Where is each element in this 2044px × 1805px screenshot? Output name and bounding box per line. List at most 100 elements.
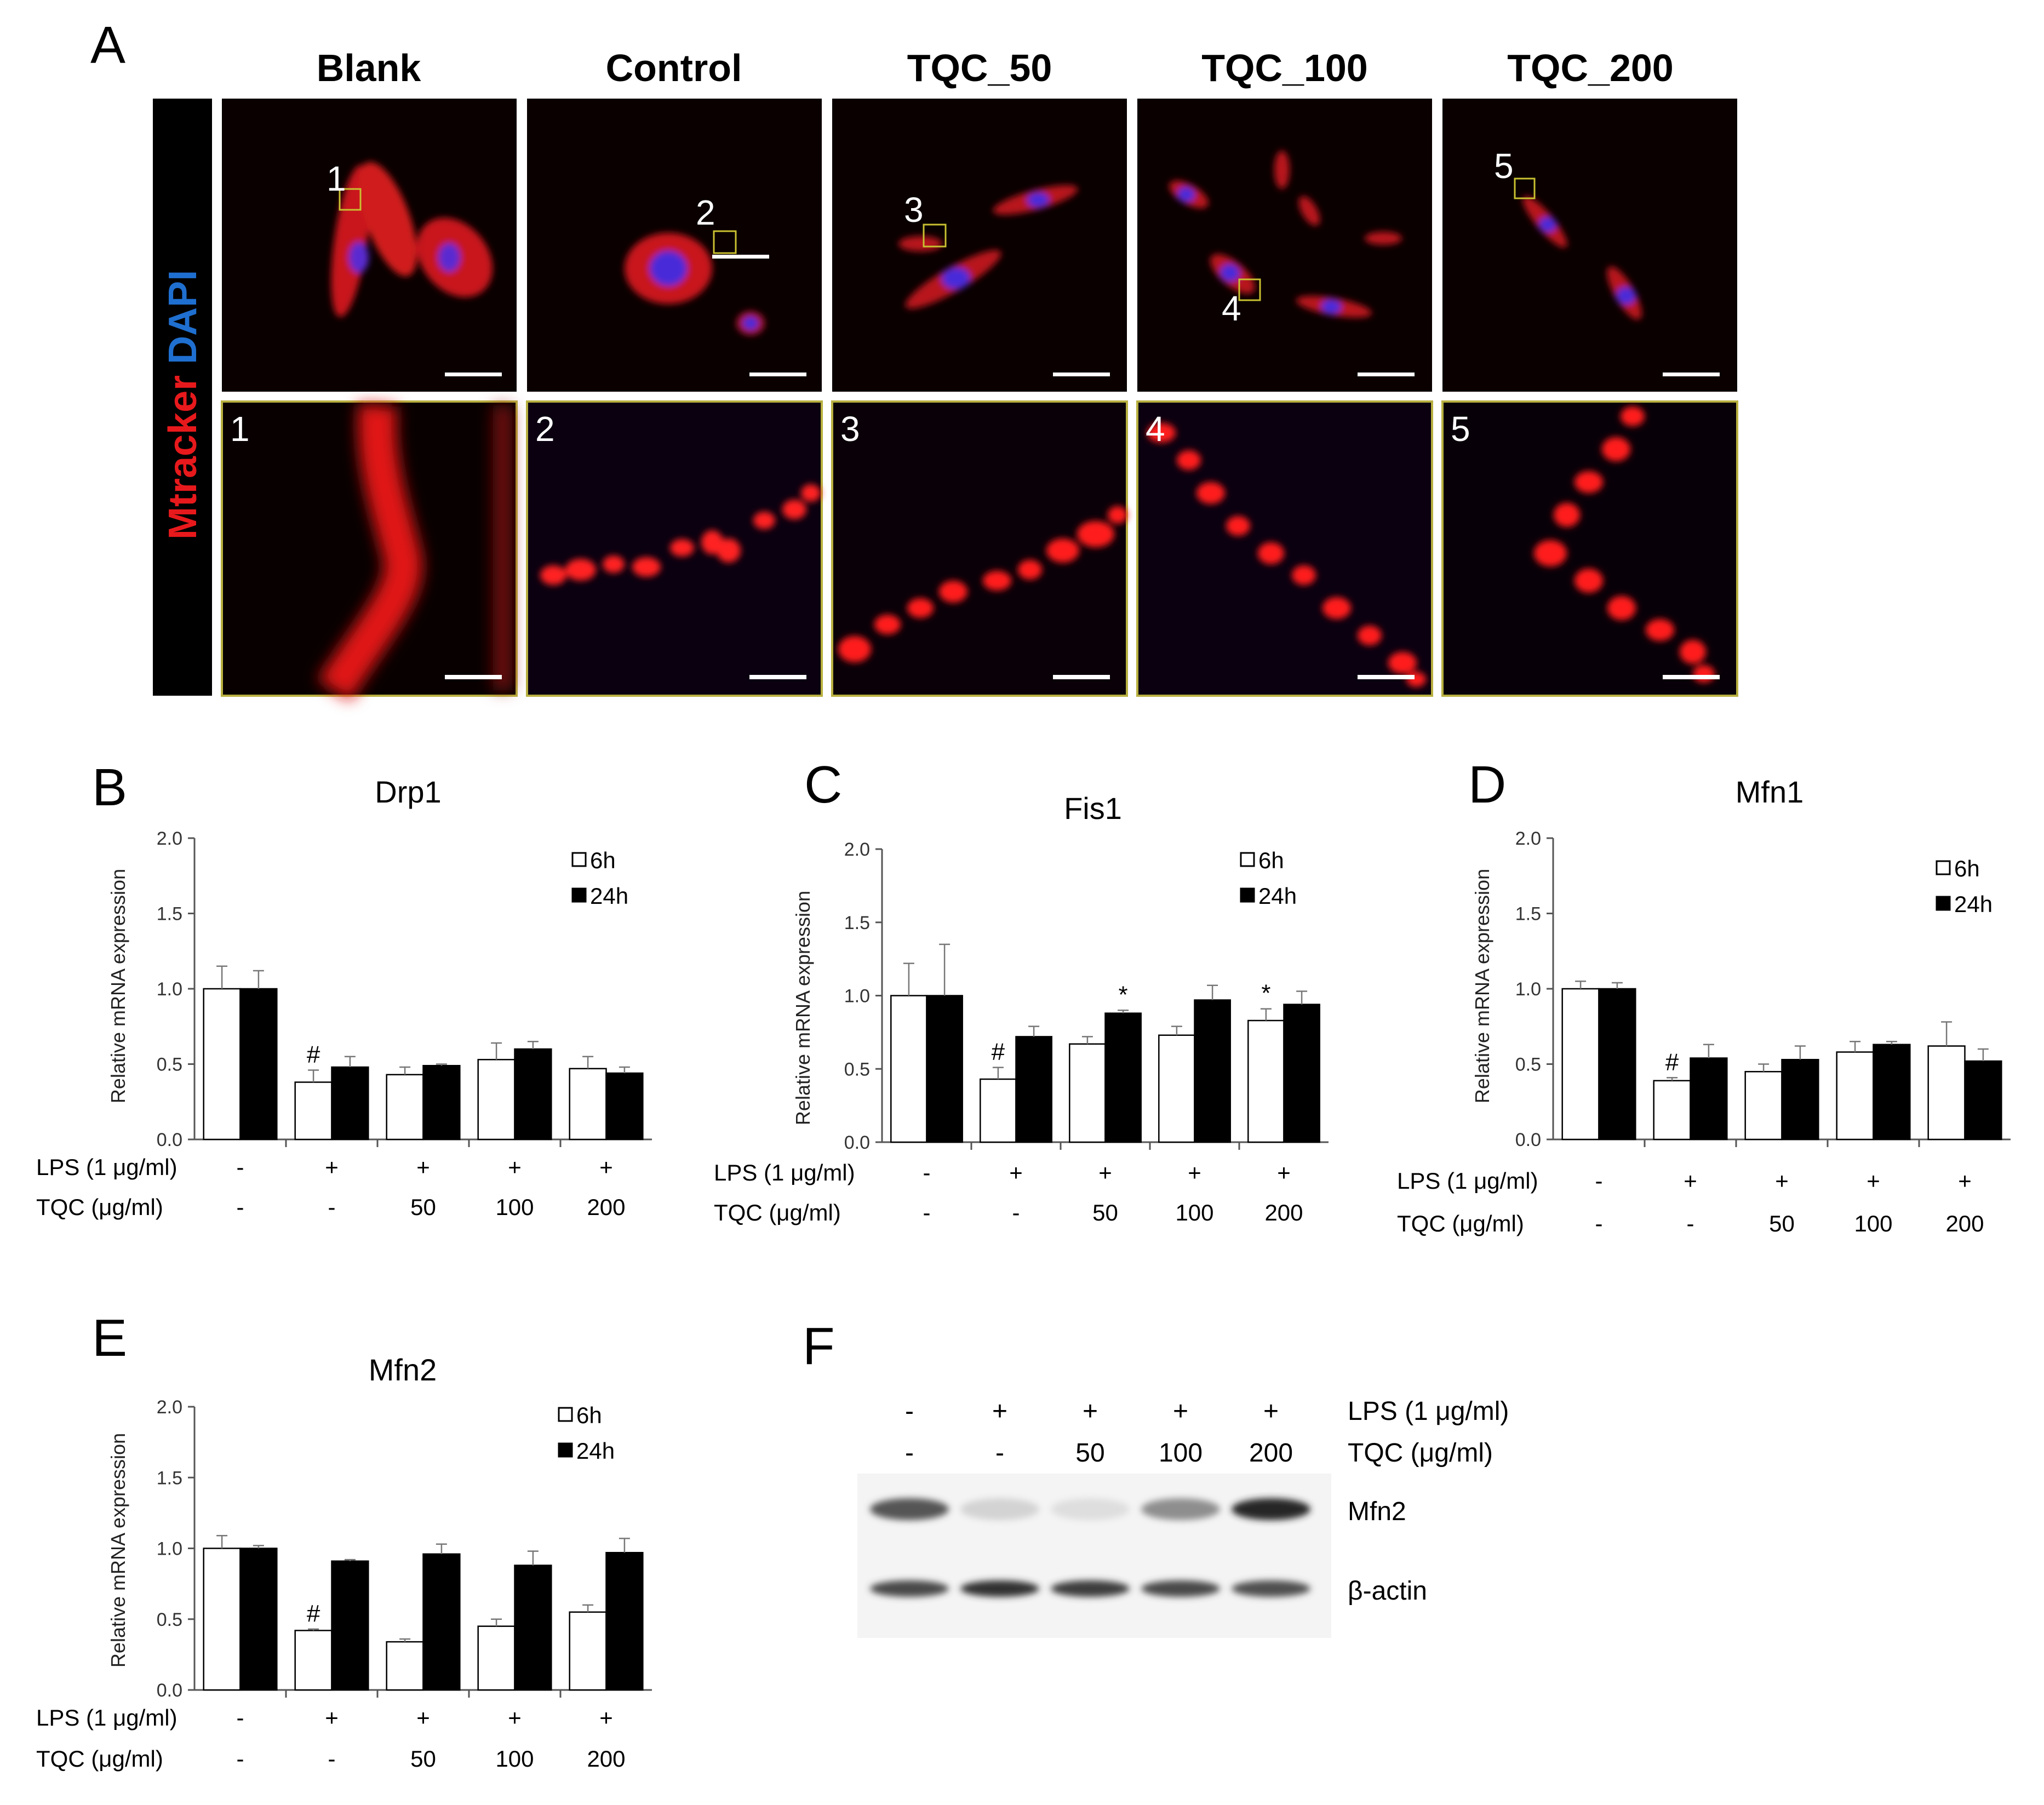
significance-mark: # — [992, 1039, 1005, 1065]
lps-value: + — [508, 1705, 522, 1730]
bar-6h — [1561, 988, 1600, 1141]
scale-bar — [1053, 373, 1110, 376]
blot-lps-value: + — [1173, 1397, 1188, 1426]
tqc-value: 200 — [587, 1194, 625, 1220]
micrograph-row-overview: 1 2 3 — [222, 99, 1737, 392]
blot-tqc-value: - — [905, 1439, 914, 1468]
column-title-blank: Blank — [317, 47, 421, 89]
y-tick-label: 2.0 — [1515, 828, 1541, 849]
tqc-row-label: TQC (μg/ml) — [1397, 1211, 1524, 1236]
lps-value: + — [325, 1154, 339, 1180]
y-axis-label: Relative mRNA expression — [107, 1433, 129, 1668]
bar-6h — [294, 1630, 333, 1691]
tqc-value: - — [923, 1200, 931, 1225]
legend-label-6h: 6h — [1954, 856, 1980, 881]
bar-6h — [203, 988, 241, 1141]
lps-row-label: LPS (1 μg/ml) — [714, 1160, 855, 1185]
tqc-value: 50 — [410, 1746, 436, 1772]
y-tick-label: 1.0 — [157, 979, 182, 1000]
roi-box-1 — [339, 188, 362, 211]
lps-value: + — [325, 1705, 339, 1730]
roi-box-4 — [1238, 278, 1261, 301]
roi-box-3 — [923, 224, 947, 248]
panel-letter: E — [92, 1309, 127, 1367]
scale-bar — [445, 373, 502, 376]
blot-tqc-value: - — [995, 1439, 1004, 1468]
y-tick-label: 0.5 — [844, 1059, 870, 1080]
bar-6h — [1927, 1045, 1966, 1141]
column-title-tqc50: TQC_50 — [907, 47, 1052, 89]
zoom-inset-3 — [831, 400, 1128, 697]
roi-label-2: 2 — [696, 193, 715, 232]
blot-lps-value: - — [905, 1397, 914, 1426]
bar-24h — [514, 1048, 552, 1141]
y-tick-label: 2.0 — [157, 1397, 182, 1418]
legend-swatch-24h — [571, 887, 587, 903]
y-tick-label: 1.0 — [844, 986, 870, 1007]
y-tick-label: 0.0 — [157, 1130, 182, 1150]
tqc-value: - — [1012, 1200, 1020, 1225]
y-axis-label: Relative mRNA expression — [1471, 869, 1493, 1103]
chart-fis1: C Fis1 Relative mRNA expression 0.0 0.5 1.0 1.… — [714, 755, 1329, 1225]
bar-6h — [386, 1074, 424, 1141]
tqc-value: - — [328, 1746, 336, 1772]
y-tick-label: 1.5 — [157, 1468, 182, 1488]
roi-box-2 — [713, 230, 737, 254]
legend-label-6h: 6h — [590, 847, 616, 873]
bar-6h — [569, 1068, 607, 1141]
legend-label-24h: 24h — [590, 883, 628, 909]
y-tick-label: 0.5 — [157, 1609, 182, 1630]
y-tick-label: 0.0 — [844, 1132, 870, 1153]
tqc-value: 100 — [495, 1194, 534, 1220]
tqc-row-label: TQC (μg/ml) — [714, 1200, 841, 1225]
significance-mark: # — [307, 1041, 320, 1068]
y-tick-label: 1.0 — [157, 1539, 182, 1560]
scale-bar — [712, 255, 769, 259]
blot-band-β-actin — [1232, 1580, 1310, 1597]
bar-6h — [1836, 1051, 1874, 1141]
scale-bar — [749, 675, 806, 679]
y-tick-label: 0.5 — [1515, 1055, 1541, 1075]
column-title-tqc100: TQC_100 — [1201, 47, 1367, 89]
western-blot — [857, 1474, 1331, 1638]
y-tick-label: 2.0 — [844, 839, 870, 860]
zoom-label-4: 4 — [1146, 409, 1165, 449]
lps-value: + — [1098, 1160, 1112, 1185]
lps-value: + — [1775, 1168, 1789, 1194]
lps-value: + — [508, 1154, 522, 1180]
roi-label-5: 5 — [1494, 146, 1514, 186]
bar-6h — [1069, 1043, 1106, 1143]
bar-6h — [980, 1078, 1017, 1143]
micrograph-tqc200 — [1442, 99, 1737, 392]
blot-tqc-label: TQC (μg/ml) — [1348, 1439, 1493, 1468]
legend-label-24h: 24h — [1258, 883, 1297, 909]
blot-band-Mfn2 — [1232, 1498, 1310, 1520]
bar-24h — [331, 1560, 369, 1691]
lps-value: + — [1958, 1168, 1972, 1194]
bar-6h — [477, 1625, 516, 1691]
legend-label-24h: 24h — [576, 1438, 615, 1464]
blot-lps-value: + — [1083, 1397, 1098, 1426]
micrograph-row-zoom: 1 2 3 4 — [221, 400, 1738, 701]
panel-letter: C — [804, 755, 842, 814]
bar-24h — [514, 1565, 552, 1691]
blot-band-Mfn2 — [1051, 1498, 1130, 1520]
blot-tqc-value: 50 — [1075, 1439, 1104, 1468]
legend-swatch-24h — [558, 1442, 573, 1458]
y-tick-label: 1.5 — [844, 913, 870, 933]
bar-24h — [422, 1553, 461, 1691]
y-tick-label: 0.0 — [1515, 1130, 1541, 1150]
lps-value: + — [416, 1154, 430, 1180]
lps-row-label: LPS (1 μg/ml) — [36, 1154, 178, 1180]
y-tick-label: 1.5 — [1515, 904, 1541, 925]
zoom-label-1: 1 — [230, 409, 250, 449]
bar-6h — [1158, 1034, 1195, 1143]
blot-tqc-value: 100 — [1159, 1439, 1203, 1468]
tqc-value: 100 — [1854, 1211, 1892, 1236]
y-axis-label: Relative mRNA expression — [107, 869, 129, 1103]
legend-label-6h: 6h — [576, 1402, 602, 1428]
blot-band-β-actin — [870, 1580, 949, 1597]
tqc-value: - — [328, 1194, 336, 1220]
chart-title: Drp1 — [375, 775, 441, 809]
scale-bar — [1358, 373, 1415, 376]
